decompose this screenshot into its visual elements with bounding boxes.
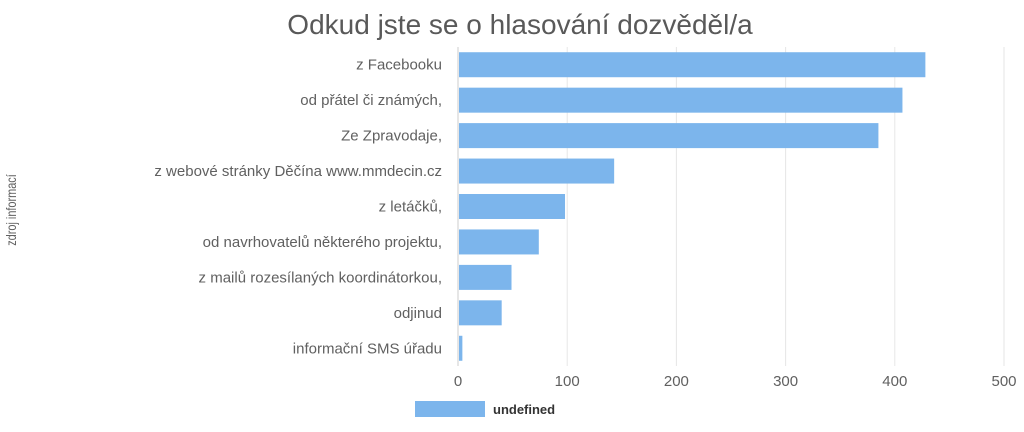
bar[interactable] [459, 264, 512, 290]
y-axis-title: zdroj informací [4, 174, 20, 246]
x-tick-label: 300 [773, 373, 798, 390]
category-labels: z Facebooku od přátel či známých, Ze Zprav… [154, 57, 442, 358]
x-tick-label: 200 [664, 373, 689, 390]
category-label: odjinud [394, 305, 442, 322]
bar[interactable] [459, 87, 903, 113]
bars [459, 52, 926, 361]
category-label: Ze Zpravodaje, [341, 128, 442, 145]
x-tick-label: 400 [882, 373, 907, 390]
category-label: z mailů rozesílaných koordinátorkou, [199, 269, 442, 286]
bar[interactable] [459, 300, 502, 326]
category-label: z webové stránky Děčína www.mmdecin.cz [154, 163, 442, 180]
bar[interactable] [459, 194, 566, 219]
category-label: od přátel či známých, [300, 92, 442, 109]
bar[interactable] [459, 123, 879, 149]
x-tick-label: 500 [991, 373, 1016, 390]
category-label: od navrhovatelů některého projektu, [203, 234, 442, 251]
category-label: z Facebooku [356, 57, 442, 74]
bar[interactable] [459, 158, 615, 184]
legend-swatch[interactable] [415, 401, 485, 417]
legend[interactable]: undefined [415, 401, 555, 417]
category-label: z letáčků, [379, 199, 442, 216]
bar[interactable] [459, 335, 463, 361]
x-tick-label: 0 [454, 373, 462, 390]
chart-title: Odkud jste se o hlasování dozvěděl/a [287, 9, 753, 40]
x-tick-label: 100 [555, 373, 580, 390]
category-label: informační SMS úřadu [293, 340, 442, 357]
legend-label[interactable]: undefined [493, 402, 555, 417]
bar[interactable] [459, 229, 539, 255]
bar[interactable] [459, 52, 926, 78]
x-axis-tick-labels: 0 100 200 300 400 500 [454, 373, 1017, 390]
